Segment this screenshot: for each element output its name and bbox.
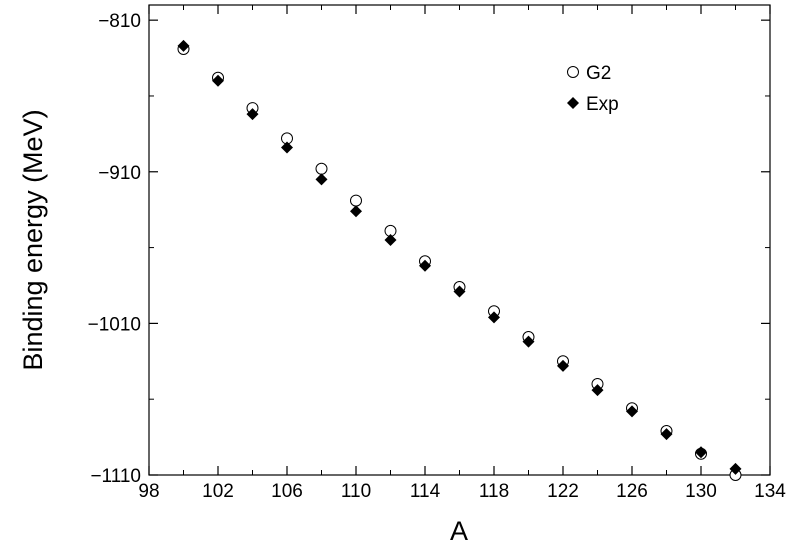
legend-marker-exp [567,97,579,109]
exp-point [488,311,500,324]
y-axis-title: Binding energy (MeV) [18,109,48,370]
plot-frame [148,4,771,476]
x-tick-labels: 98 102 106 110 114 118 122 126 130 134 [138,481,786,502]
exp-point [557,359,569,372]
x-tick-label: 106 [271,481,303,502]
legend-marker-g2 [567,66,579,78]
exp-point [453,285,466,298]
y-tick-label: −1010 [88,314,141,335]
legend-label-exp: Exp [586,94,619,115]
series-g2 [177,42,742,481]
exp-point [281,141,293,154]
series-exp [177,39,742,475]
legend-label-g2: G2 [586,63,611,84]
g2-point [315,162,328,175]
exp-point [384,234,397,246]
g2-point [350,194,362,207]
x-tick-label: 114 [410,481,441,502]
exp-point [419,259,431,272]
y-tick-label: −1110 [90,466,141,487]
exp-point [729,462,742,475]
exp-point [695,446,707,459]
x-tick-label: 118 [479,481,509,502]
exp-point [212,74,224,87]
x-tick-label: 122 [547,481,579,502]
y-tick-labels: −810 −910 −1010 −1110 [88,11,141,487]
exp-point [177,39,190,52]
x-tick-label: 134 [754,481,786,502]
axis-ticks [148,5,771,476]
exp-point [522,335,535,348]
x-axis-title: A [450,516,468,546]
exp-point [350,205,362,218]
exp-point [626,405,638,418]
x-tick-label: 110 [341,481,371,502]
x-tick-label: 102 [202,481,234,502]
x-tick-label: 130 [685,481,717,502]
y-tick-label: −810 [98,11,141,32]
exp-point [660,428,673,441]
x-tick-label: 126 [616,481,648,502]
exp-point [246,108,259,121]
exp-point [591,384,604,397]
x-tick-label: 98 [138,481,159,502]
y-tick-label: −910 [98,163,141,184]
legend: G2 Exp [567,63,619,115]
exp-point [315,173,328,186]
